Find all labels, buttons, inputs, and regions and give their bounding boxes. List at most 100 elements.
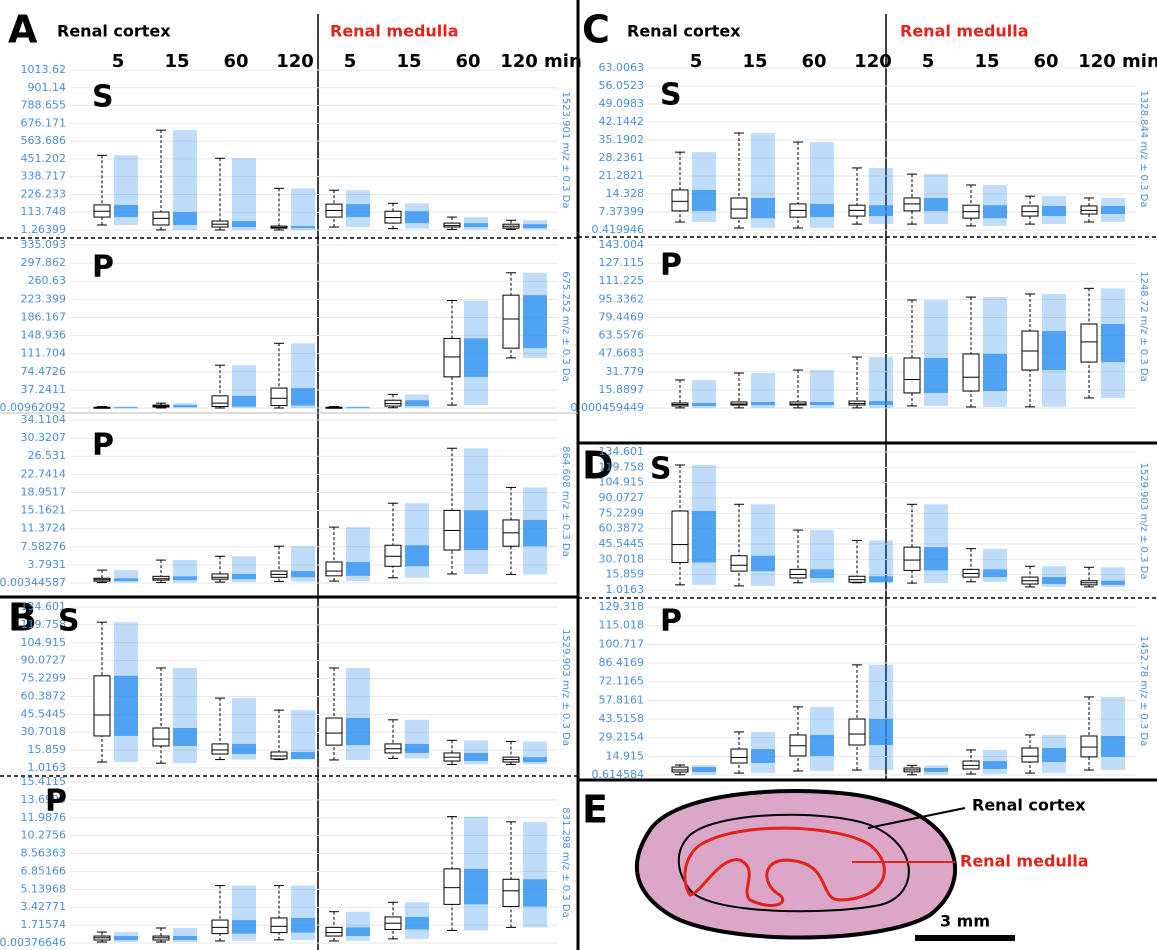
- point-cloud-core: [810, 569, 834, 578]
- row-label: P: [660, 248, 682, 283]
- box: [672, 190, 688, 211]
- point-cloud-core: [523, 879, 547, 906]
- y-tick-label: 115.018: [599, 619, 645, 632]
- y-tick-label: 119.758: [599, 460, 645, 473]
- time-label: 5: [690, 51, 703, 72]
- y-tick-label: 338.717: [21, 170, 67, 183]
- point-cloud-core: [1101, 324, 1125, 362]
- point-cloud-core: [924, 768, 948, 772]
- point-cloud: [751, 504, 775, 586]
- point-cloud-core: [1101, 206, 1125, 214]
- point-cloud: [405, 503, 429, 578]
- point-cloud-core: [924, 547, 948, 570]
- point-cloud-core: [692, 767, 716, 772]
- y-tick-label: 223.399: [21, 292, 67, 305]
- region-title: Renal cortex: [57, 22, 171, 41]
- box: [963, 354, 979, 391]
- time-label: 60: [1033, 51, 1058, 72]
- y-tick-label: 95.3362: [599, 292, 645, 305]
- y-tick-label: 37.2411: [21, 383, 67, 396]
- box: [731, 749, 747, 763]
- y-tick-label: 49.0983: [599, 97, 645, 110]
- point-cloud-core: [114, 407, 138, 408]
- y-tick-label: 788.655: [21, 99, 67, 112]
- point-cloud-core: [464, 753, 488, 761]
- point-cloud-core: [924, 198, 948, 211]
- y-tick-label: 1.0163: [28, 761, 67, 774]
- y-axis-label: 1328.844 m/z ± 0.3 Da: [1138, 91, 1149, 208]
- y-tick-label: 8.56363: [21, 847, 67, 860]
- y-tick-label: 60.3872: [599, 522, 645, 535]
- y-tick-label: 676.171: [21, 116, 67, 129]
- row-label: P: [45, 784, 67, 819]
- y-tick-label: 563.686: [21, 134, 67, 147]
- y-tick-label: 35.1902: [599, 133, 645, 146]
- y-tick-label: 57.8161: [599, 693, 645, 706]
- y-tick-label: 1.26399: [21, 223, 67, 236]
- point-cloud-core: [232, 221, 256, 227]
- y-tick-label: 56.0523: [599, 79, 645, 92]
- y-tick-label: 260.63: [28, 274, 67, 287]
- point-cloud-core: [523, 520, 547, 546]
- y-tick-label: 143.004: [599, 238, 645, 251]
- y-tick-label: 15.1621: [21, 504, 67, 517]
- time-label: 15: [396, 51, 421, 72]
- y-tick-label: 7.37399: [599, 205, 645, 218]
- point-cloud-core: [291, 388, 315, 406]
- point-cloud-core: [405, 917, 429, 930]
- box: [904, 198, 920, 211]
- y-tick-label: 74.4726: [21, 365, 67, 378]
- box: [790, 402, 806, 405]
- region-title: Renal medulla: [330, 22, 459, 41]
- point-cloud-core: [346, 718, 370, 745]
- point-cloud-core: [983, 761, 1007, 769]
- point-cloud-core: [232, 396, 256, 407]
- y-tick-label: 11.3724: [21, 522, 67, 535]
- point-cloud-core: [692, 190, 716, 211]
- y-tick-label: 34.1104: [21, 413, 67, 426]
- time-label: 120: [276, 51, 314, 72]
- point-cloud-core: [114, 205, 138, 217]
- point-cloud: [346, 668, 370, 760]
- y-tick-label: 3.7931: [28, 558, 67, 571]
- box: [212, 920, 228, 934]
- point-cloud-core: [114, 936, 138, 940]
- point-cloud-core: [405, 400, 429, 406]
- point-cloud-core: [464, 338, 488, 376]
- y-tick-label: 26.531: [28, 449, 67, 462]
- y-tick-label: 1.71574: [21, 918, 67, 931]
- y-tick-label: 75.2299: [599, 506, 645, 519]
- row-label: P: [92, 250, 114, 285]
- point-cloud-core: [173, 728, 197, 746]
- box: [212, 574, 228, 579]
- y-tick-label: 42.1442: [599, 115, 645, 128]
- y-tick-label: 0.614584: [592, 768, 645, 781]
- region-title: Renal medulla: [900, 22, 1029, 41]
- point-cloud: [1101, 697, 1125, 770]
- y-axis-label: 864.608 m/z ± 0.3 Da: [560, 446, 571, 557]
- row-label: S: [650, 452, 672, 487]
- box: [1081, 324, 1097, 362]
- point-cloud-core: [869, 576, 893, 582]
- time-label: 60: [455, 51, 480, 72]
- y-tick-label: 28.2361: [599, 151, 645, 164]
- y-axis-label: 675.252 m/z ± 0.3 Da: [560, 271, 571, 382]
- point-cloud-core: [405, 744, 429, 753]
- y-tick-label: 90.0727: [599, 491, 645, 504]
- point-cloud-core: [869, 401, 893, 405]
- point-cloud-core: [1042, 206, 1066, 216]
- time-label: 15: [164, 51, 189, 72]
- scale-label: 3 mm: [940, 912, 990, 931]
- time-label: 15: [742, 51, 767, 72]
- y-tick-label: 30.3207: [21, 431, 67, 444]
- row-label: S: [660, 78, 682, 113]
- y-tick-label: 15.8897: [599, 383, 645, 396]
- box: [731, 556, 747, 571]
- row-label: P: [660, 604, 682, 639]
- panel-letter: A: [8, 8, 38, 52]
- time-label: 15: [974, 51, 999, 72]
- point-cloud-core: [924, 358, 948, 393]
- box: [444, 338, 460, 376]
- point-cloud-core: [464, 223, 488, 227]
- y-tick-label: 100.717: [599, 637, 645, 650]
